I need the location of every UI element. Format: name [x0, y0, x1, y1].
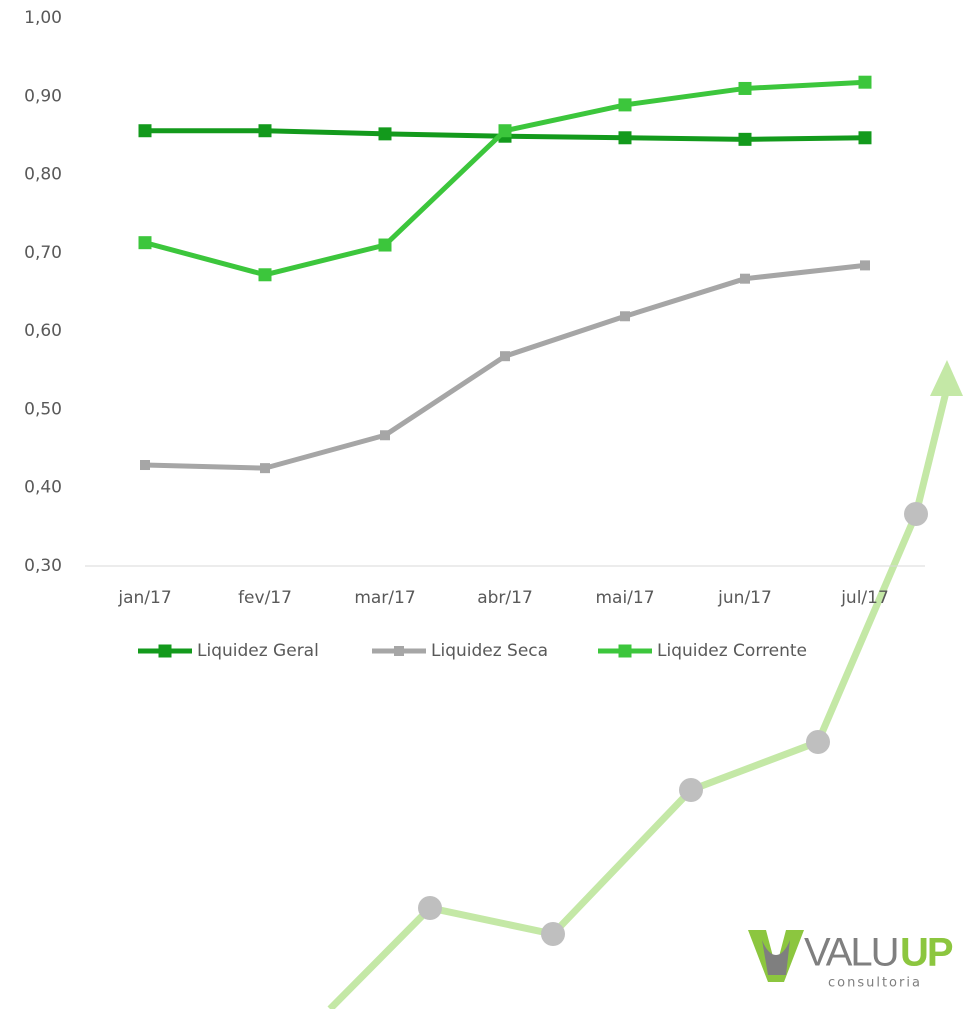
x-tick-label: fev/17	[238, 588, 292, 608]
logo: VALU UP consultoria	[748, 930, 955, 991]
x-tick-label: mar/17	[354, 588, 415, 608]
y-tick-label: 0,30	[24, 556, 62, 576]
point-marker	[740, 273, 750, 284]
arrow-dot	[806, 730, 830, 754]
point-marker	[498, 124, 512, 138]
point-marker	[258, 268, 272, 282]
point-marker	[860, 260, 870, 271]
y-tick-label: 0,60	[24, 321, 62, 341]
y-tick-label: 0,80	[24, 165, 62, 185]
logo-icon	[748, 930, 804, 982]
y-tick-label: 0,40	[24, 478, 62, 498]
logo-tagline: consultoria	[828, 976, 922, 991]
y-tick-label: 1,00	[24, 8, 62, 28]
arrow-dot	[418, 896, 442, 920]
point-marker	[858, 75, 872, 89]
point-marker	[620, 311, 630, 322]
x-tick-label: mai/17	[595, 588, 654, 608]
point-marker	[500, 351, 510, 362]
point-marker	[858, 131, 872, 145]
x-tick-label: jan/17	[117, 588, 171, 608]
arrow-dot	[904, 502, 928, 526]
point-marker	[378, 127, 392, 141]
decorative-arrow	[327, 360, 963, 1009]
point-marker	[258, 124, 272, 138]
point-marker	[140, 460, 150, 471]
point-marker	[138, 124, 152, 138]
x-tick-label: abr/17	[477, 588, 533, 608]
point-marker	[618, 131, 632, 145]
logo-icon	[762, 940, 790, 975]
series-line	[144, 262, 866, 471]
legend-marker	[158, 644, 172, 658]
legend-label: Liquidez Seca	[431, 641, 548, 661]
legend-label: Liquidez Geral	[197, 641, 319, 661]
point-marker	[138, 236, 152, 250]
legend-marker	[618, 644, 632, 658]
x-tick-label: jul/17	[840, 588, 889, 608]
point-marker	[618, 98, 632, 112]
point-marker	[260, 463, 270, 474]
series-line	[144, 79, 866, 278]
legend-label: Liquidez Corrente	[657, 641, 807, 661]
point-marker	[378, 238, 392, 252]
arrow-dot	[679, 778, 703, 802]
logo-text: VALU	[804, 931, 898, 975]
y-tick-label: 0,90	[24, 86, 62, 106]
point-marker	[380, 430, 390, 441]
logo-text: UP	[900, 931, 953, 975]
arrow-dot	[541, 922, 565, 946]
y-tick-label: 0,70	[24, 243, 62, 263]
y-tick-label: 0,50	[24, 399, 62, 419]
point-marker	[738, 132, 752, 146]
legend-marker	[394, 646, 404, 656]
arrow-head	[930, 360, 963, 396]
x-tick-label: jun/17	[717, 588, 772, 608]
point-marker	[738, 81, 752, 95]
